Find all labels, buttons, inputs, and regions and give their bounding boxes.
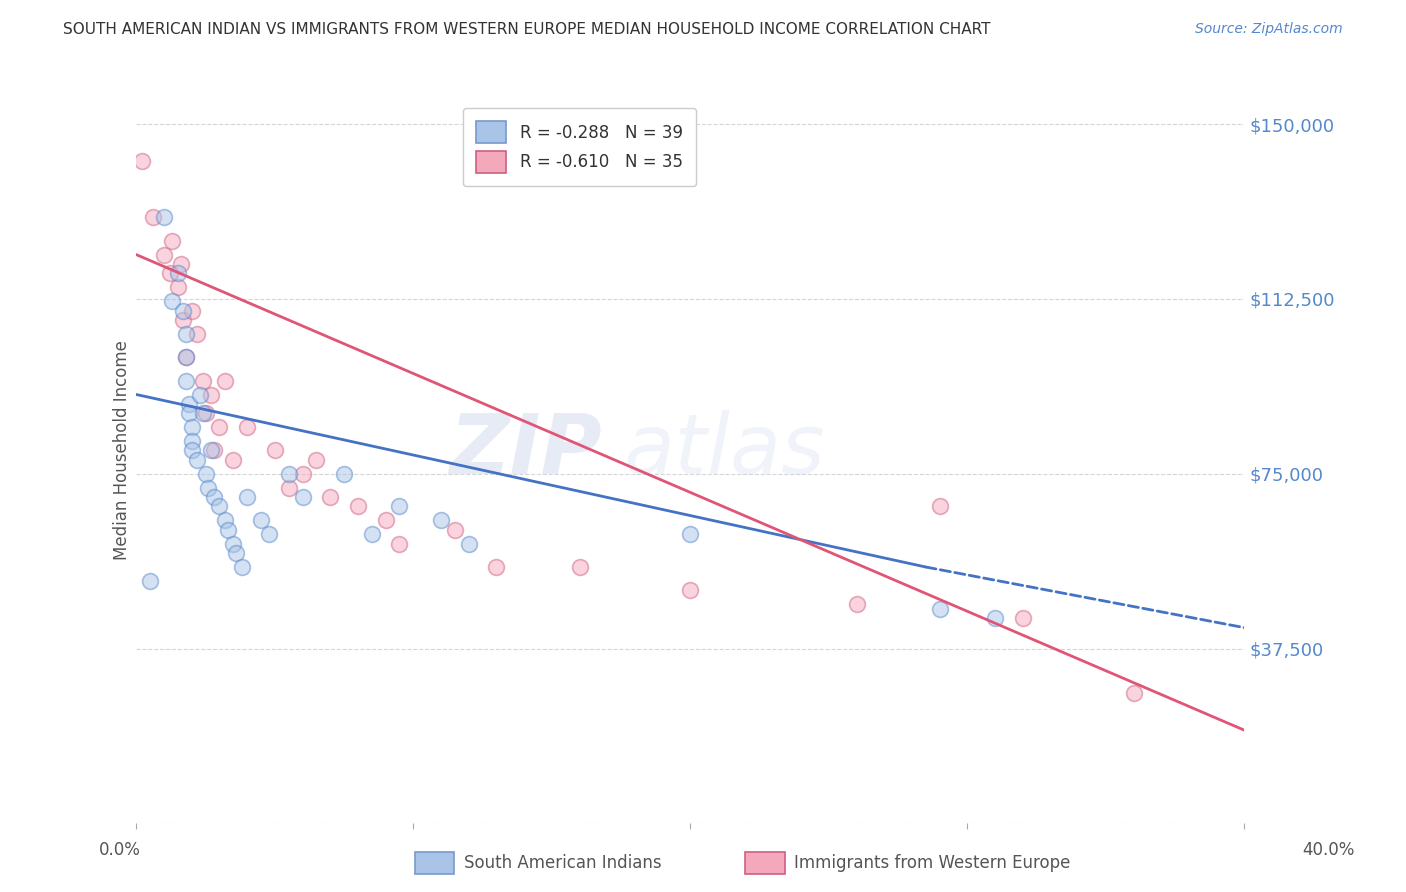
Point <box>291 490 314 504</box>
Point <box>374 513 396 527</box>
Point <box>180 303 202 318</box>
Point <box>191 406 214 420</box>
Point <box>388 537 411 551</box>
Point <box>568 560 591 574</box>
Text: 0.0%: 0.0% <box>98 840 141 858</box>
Point <box>928 500 950 514</box>
Point <box>347 500 370 514</box>
Point <box>231 560 253 574</box>
Point <box>225 546 247 560</box>
Point <box>174 326 197 341</box>
Point <box>360 527 382 541</box>
Point <box>333 467 356 481</box>
Point <box>202 443 225 458</box>
Point <box>485 560 508 574</box>
Point <box>174 350 197 364</box>
Point <box>139 574 162 588</box>
Point <box>169 257 191 271</box>
Point <box>305 452 328 467</box>
Point <box>186 326 208 341</box>
Point <box>177 406 200 420</box>
Point <box>214 513 236 527</box>
Point <box>172 303 194 318</box>
Point <box>202 490 225 504</box>
Point <box>167 280 190 294</box>
Point <box>162 294 184 309</box>
Point <box>444 523 467 537</box>
Point <box>153 211 176 225</box>
Point <box>222 452 245 467</box>
Point <box>1011 611 1033 625</box>
Point <box>679 583 702 598</box>
Point <box>177 397 200 411</box>
Point <box>679 527 702 541</box>
Point <box>197 481 219 495</box>
Point <box>191 374 214 388</box>
Point <box>984 611 1007 625</box>
Point <box>236 490 259 504</box>
Point <box>277 467 299 481</box>
Y-axis label: Median Household Income: Median Household Income <box>114 341 131 560</box>
Point <box>1122 686 1144 700</box>
Point <box>928 602 950 616</box>
Point <box>250 513 273 527</box>
Point <box>159 266 181 280</box>
Point <box>208 500 231 514</box>
Point <box>291 467 314 481</box>
Point <box>277 481 299 495</box>
Point <box>131 154 153 169</box>
Point <box>162 234 184 248</box>
Point <box>167 266 190 280</box>
Point <box>200 443 222 458</box>
Point <box>259 527 281 541</box>
Point <box>457 537 479 551</box>
Text: ZIP: ZIP <box>449 410 602 491</box>
Point <box>430 513 453 527</box>
Point <box>174 350 197 364</box>
Point <box>194 406 217 420</box>
Point <box>217 523 239 537</box>
Point <box>236 420 259 434</box>
Text: South American Indians: South American Indians <box>464 855 662 872</box>
Point <box>222 537 245 551</box>
Point <box>174 374 197 388</box>
Point <box>180 434 202 449</box>
Point <box>845 598 868 612</box>
Point <box>208 420 231 434</box>
Point <box>194 467 217 481</box>
Text: SOUTH AMERICAN INDIAN VS IMMIGRANTS FROM WESTERN EUROPE MEDIAN HOUSEHOLD INCOME : SOUTH AMERICAN INDIAN VS IMMIGRANTS FROM… <box>63 22 991 37</box>
Point <box>180 443 202 458</box>
Point <box>186 452 208 467</box>
Legend: R = -0.288   N = 39, R = -0.610   N = 35: R = -0.288 N = 39, R = -0.610 N = 35 <box>463 108 696 186</box>
Point <box>214 374 236 388</box>
Text: atlas: atlas <box>624 410 825 491</box>
Text: Source: ZipAtlas.com: Source: ZipAtlas.com <box>1195 22 1343 37</box>
Point <box>388 500 411 514</box>
Point <box>200 387 222 401</box>
Point <box>180 420 202 434</box>
Point <box>142 211 165 225</box>
Text: 40.0%: 40.0% <box>1302 840 1355 858</box>
Point <box>319 490 342 504</box>
Point <box>153 247 176 261</box>
Point <box>188 387 211 401</box>
Text: Immigrants from Western Europe: Immigrants from Western Europe <box>794 855 1071 872</box>
Point <box>172 313 194 327</box>
Point <box>263 443 285 458</box>
